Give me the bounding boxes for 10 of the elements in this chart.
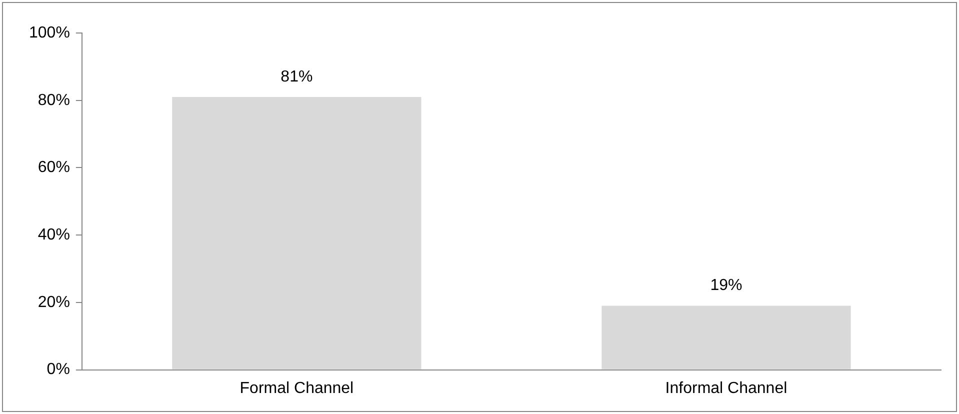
x-tick-label: Informal Channel	[665, 380, 788, 397]
y-tick-label: 40%	[38, 226, 70, 244]
data-label: 81%	[280, 68, 313, 86]
x-tick-label: Formal Channel	[240, 380, 354, 397]
y-tick-label: 80%	[38, 92, 70, 109]
y-tick-label: 20%	[38, 294, 70, 311]
y-tick-label: 0%	[46, 361, 70, 378]
y-tick-label: 60%	[38, 159, 70, 176]
data-label: 19%	[710, 277, 742, 294]
y-tick-label: 100%	[29, 24, 70, 42]
